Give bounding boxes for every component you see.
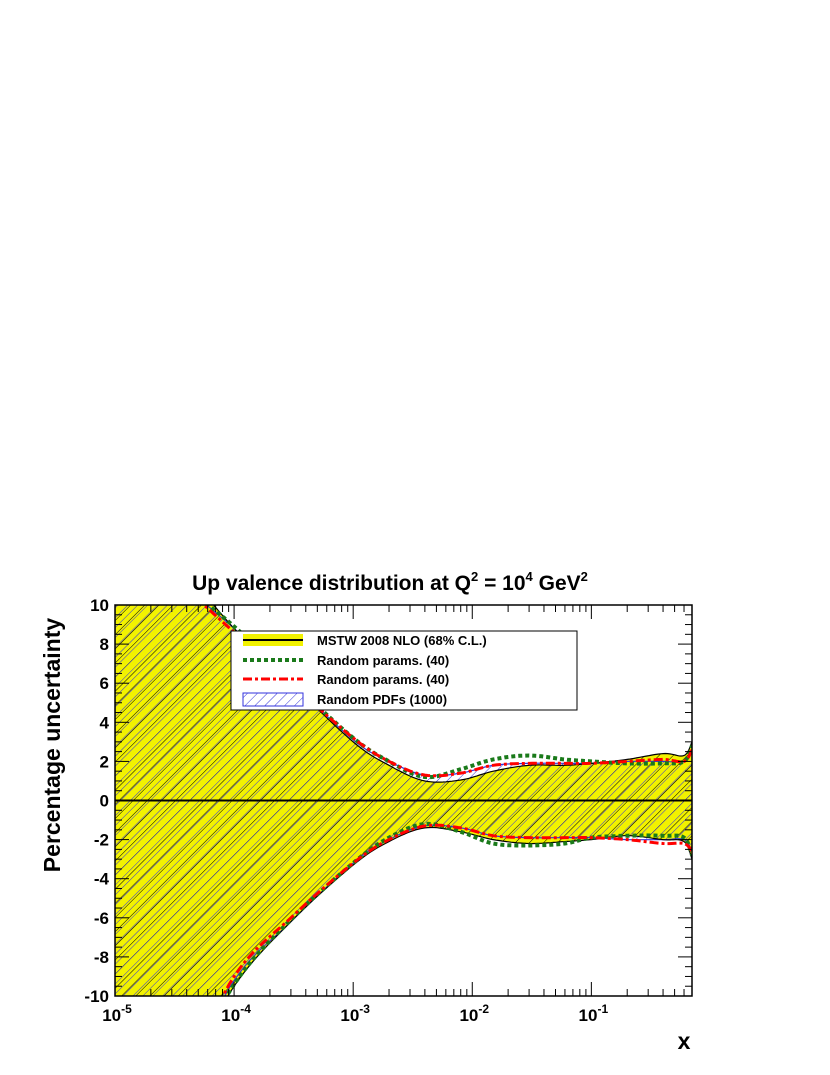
y-tick-label: -4 (94, 870, 110, 889)
title-unit: GeV (533, 572, 581, 595)
y-axis-label: Percentage uncertainty (39, 618, 65, 873)
x-tick-exponent: -1 (597, 1002, 608, 1016)
title-value-exponent: 4 (526, 569, 534, 584)
title-q-exponent: 2 (471, 569, 478, 584)
x-tick-base: 10 (459, 1006, 478, 1025)
y-tick-label: -8 (94, 948, 109, 967)
x-tick-label: 10-4 (221, 1002, 251, 1025)
chart-title: Up valence distribution at Q2 = 104 GeV2 (192, 569, 588, 595)
x-tick-base: 10 (340, 1006, 359, 1025)
title-unit-exponent: 2 (581, 569, 588, 584)
random-params-red-lower (221, 823, 692, 996)
y-tick-label: 8 (100, 635, 109, 654)
y-tick-label: 2 (100, 752, 109, 771)
y-tick-label: -6 (94, 909, 109, 928)
legend-label-random-params-red: Random params. (40) (317, 672, 449, 687)
x-tick-base: 10 (102, 1006, 121, 1025)
x-tick-base: 10 (221, 1006, 240, 1025)
random-params-red-upper (201, 605, 692, 778)
y-axis: 10 8 6 4 2 0 -2 -4 -6 -8 -10 (84, 596, 692, 1006)
legend-label-random-params-green: Random params. (40) (317, 653, 449, 668)
x-tick-label: 10-5 (102, 1002, 132, 1025)
title-mid: = 10 (478, 572, 525, 595)
random-params-green-lower (224, 821, 692, 996)
random-params-green-upper (205, 605, 692, 780)
x-axis: 10-5 10-4 10-3 10-2 10-1 (102, 605, 685, 1025)
legend-swatch-random-pdfs (242, 692, 304, 707)
y-tick-label: 10 (90, 596, 109, 615)
legend: MSTW 2008 NLO (68% C.L.) Random params. … (230, 630, 578, 711)
x-tick-exponent: -2 (478, 1002, 489, 1016)
x-tick-exponent: -4 (240, 1002, 251, 1016)
y-tick-label: -10 (84, 987, 109, 1006)
title-main: Up valence distribution at Q (192, 572, 471, 595)
legend-label-random-pdfs: Random PDFs (1000) (317, 692, 447, 707)
y-tick-label: -2 (94, 831, 109, 850)
legend-label-mstw: MSTW 2008 NLO (68% C.L.) (317, 633, 487, 648)
x-tick-label: 10-1 (579, 1002, 609, 1025)
x-tick-label: 10-3 (340, 1002, 370, 1025)
x-tick-exponent: -5 (121, 1002, 132, 1016)
x-axis-label: x (678, 1028, 691, 1054)
y-tick-label: 4 (100, 713, 110, 732)
x-tick-exponent: -3 (359, 1002, 370, 1016)
x-tick-base: 10 (579, 1006, 598, 1025)
y-tick-label: 6 (100, 674, 109, 693)
mstw-lower-line (227, 826, 692, 996)
y-tick-label: 0 (100, 792, 109, 811)
x-tick-label: 10-2 (459, 1002, 489, 1025)
